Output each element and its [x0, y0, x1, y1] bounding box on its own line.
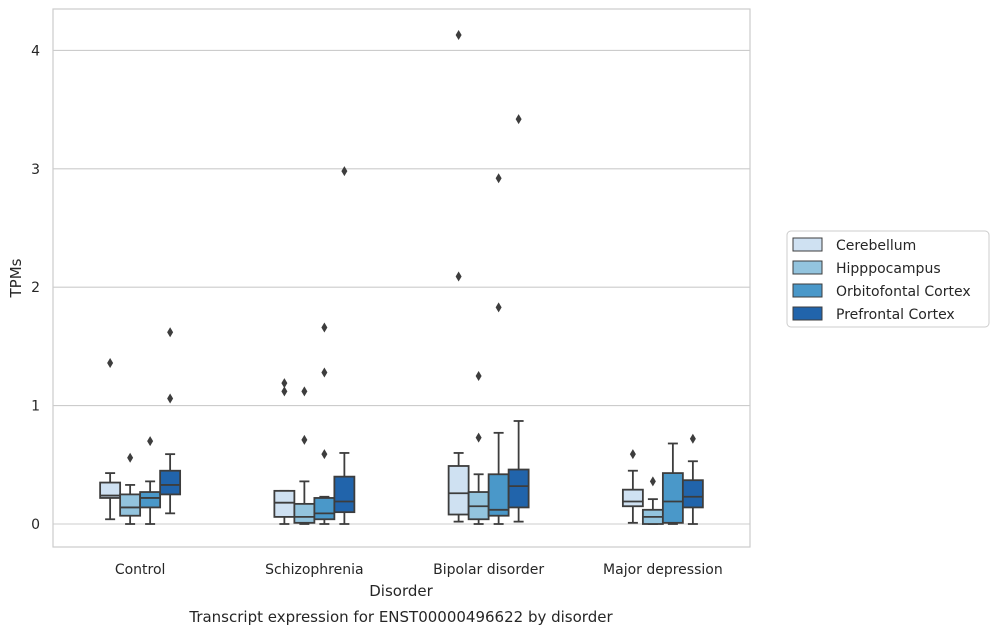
x-tick-label: Control — [115, 562, 166, 578]
box-body — [447, 465, 470, 516]
outlier-point — [475, 371, 482, 381]
outlier-point — [321, 322, 328, 333]
legend-label: Hipppocampus — [836, 261, 941, 277]
x-tick-label: Bipolar disorder — [433, 562, 544, 578]
box-cerebellum-2 — [447, 30, 470, 523]
outlier-point — [321, 449, 328, 460]
box-body — [293, 502, 316, 524]
box-hipppocampus-1 — [293, 386, 316, 525]
outlier-point — [649, 476, 656, 487]
box-body — [99, 481, 122, 499]
plot-frame — [52, 8, 751, 548]
outlier-point — [495, 302, 502, 313]
box-prefrontal-cortex-3 — [681, 433, 704, 525]
y-axis-title: TPMs — [7, 258, 25, 298]
box-body — [159, 469, 182, 496]
outlier-point — [689, 433, 696, 444]
legend-frame — [786, 230, 990, 328]
x-tick-label: Schizophrenia — [265, 562, 363, 578]
y-tick-label: 4 — [31, 43, 40, 59]
box-body — [681, 479, 704, 509]
y-tick-label: 1 — [31, 399, 40, 415]
y-tick-label: 2 — [31, 280, 40, 296]
box-hipppocampus-0 — [119, 452, 142, 525]
legend-swatch — [792, 237, 823, 252]
legend-item: Prefrontal Cortex — [792, 306, 955, 323]
legend-label: Prefrontal Cortex — [836, 307, 955, 323]
outlier-point — [281, 378, 288, 389]
y-tick-label: 0 — [31, 517, 40, 533]
box-body — [507, 468, 530, 509]
legend-item: Cerebellum — [792, 237, 916, 254]
outlier-point — [167, 327, 174, 338]
outlier-point — [321, 367, 328, 378]
outlier-point — [127, 452, 134, 463]
box-body — [273, 489, 296, 518]
legend-item: Orbitofontal Cortex — [792, 283, 971, 300]
legend-label: Orbitofontal Cortex — [836, 284, 971, 300]
box-body — [119, 493, 142, 517]
box-prefrontal-cortex-0 — [159, 327, 182, 515]
box-orbitofontal-cortex-2 — [487, 173, 510, 525]
outlier-point — [495, 173, 502, 184]
x-axis-title: Disorder — [369, 582, 433, 600]
legend-swatch — [792, 283, 823, 298]
box-orbitofontal-cortex-0 — [139, 436, 162, 525]
outlier-point — [455, 30, 462, 41]
box-cerebellum-0 — [99, 357, 122, 521]
outlier-point — [147, 436, 154, 447]
y-tick-label: 3 — [31, 162, 40, 178]
box-hipppocampus-3 — [641, 476, 664, 525]
chart-caption: Transcript expression for ENST0000049662… — [188, 608, 613, 626]
legend: Cerebellum Hipppocampus Orbitofontal Corte… — [786, 230, 990, 328]
outlier-point — [455, 271, 462, 282]
outlier-point — [301, 434, 308, 445]
legend-swatch — [792, 306, 823, 321]
legend-swatch — [792, 260, 823, 275]
outlier-point — [281, 386, 288, 397]
box-body — [139, 491, 162, 509]
box-series — [99, 30, 704, 525]
outlier-point — [629, 449, 636, 460]
box-prefrontal-cortex-2 — [507, 114, 530, 523]
box-cerebellum-1 — [273, 378, 296, 525]
gridlines — [53, 49, 750, 525]
box-body — [661, 472, 684, 524]
x-tick-label: Major depression — [603, 562, 723, 578]
box-body — [621, 488, 644, 508]
x-tick-labels: Control Schizophrenia Bipolar disorder Majo… — [115, 562, 723, 578]
box-body — [333, 475, 356, 514]
box-orbitofontal-cortex-1 — [313, 322, 336, 525]
legend-label: Cerebellum — [836, 238, 916, 254]
outlier-point — [341, 166, 348, 177]
box-body — [313, 497, 336, 521]
outlier-point — [167, 393, 174, 404]
outlier-point — [475, 432, 482, 443]
box-prefrontal-cortex-1 — [333, 166, 356, 525]
outlier-point — [515, 114, 522, 125]
y-tick-labels: 0 1 2 3 4 — [31, 43, 40, 533]
outlier-point — [107, 357, 114, 368]
box-cerebellum-3 — [621, 449, 644, 524]
legend-item: Hipppocampus — [792, 260, 941, 277]
box-hipppocampus-2 — [467, 371, 490, 525]
box-orbitofontal-cortex-3 — [661, 442, 684, 525]
legend-items: Cerebellum Hipppocampus Orbitofontal Corte… — [792, 237, 971, 323]
outlier-point — [301, 386, 308, 397]
